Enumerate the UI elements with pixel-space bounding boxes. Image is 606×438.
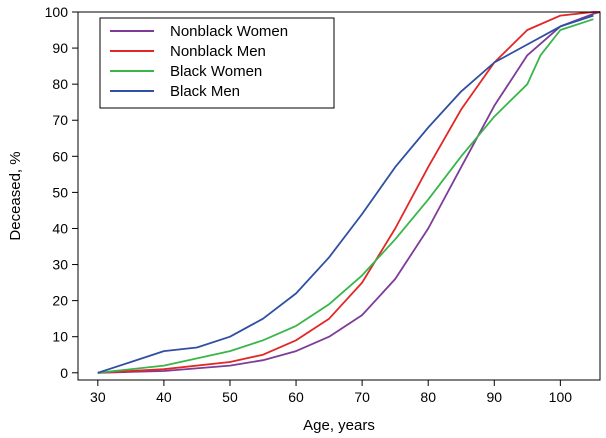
x-tick-label-70: 70 [354,389,370,405]
y-axis: 0 10 20 30 40 50 60 70 80 90 100 [45,4,78,381]
y-tick-label-70: 70 [52,112,68,128]
legend-item-black-men: Black Men [110,83,240,100]
y-tick-label-60: 60 [52,148,68,164]
y-tick-label-90: 90 [52,40,68,56]
x-tick-label-80: 80 [420,389,436,405]
x-tick-label-100: 100 [549,389,573,405]
legend-box [99,17,335,109]
legend-item-black-women: Black Women [110,63,262,80]
y-tick-label-10: 10 [52,329,68,345]
y-tick-label-40: 40 [52,220,68,236]
legend-item-nonblack-men: Nonblack Men [110,43,266,60]
y-axis-title: Deceased, % [7,151,24,240]
legend-label-black-women: Black Women [170,63,262,80]
legend-label-nonblack-women: Nonblack Women [170,23,288,40]
y-tick-label-30: 30 [52,257,68,273]
series-line-black-men [97,14,594,374]
y-tick-label-80: 80 [52,76,68,92]
x-axis-title: Age, years [303,417,375,434]
x-tick-label-40: 40 [156,389,172,405]
legend: Nonblack Women Nonblack Men Black Women … [99,17,335,109]
y-tick-label-20: 20 [52,293,68,309]
series-line-nonblack-men [97,11,600,374]
legend-label-nonblack-men: Nonblack Men [170,43,266,60]
x-tick-label-60: 60 [288,389,304,405]
series-line-black-women [97,18,594,374]
x-axis: 30 40 50 60 70 80 90 100 [90,380,572,405]
series-lines [97,11,601,374]
x-tick-label-90: 90 [486,389,502,405]
x-tick-label-50: 50 [222,389,238,405]
series-line-nonblack-women [97,11,601,374]
legend-item-nonblack-women: Nonblack Women [110,23,288,40]
x-tick-label-30: 30 [90,389,106,405]
plot-frame [77,11,601,381]
y-tick-label-0: 0 [60,365,68,381]
y-tick-label-50: 50 [52,184,68,200]
legend-label-black-men: Black Men [170,83,240,100]
y-tick-label-100: 100 [45,4,69,20]
